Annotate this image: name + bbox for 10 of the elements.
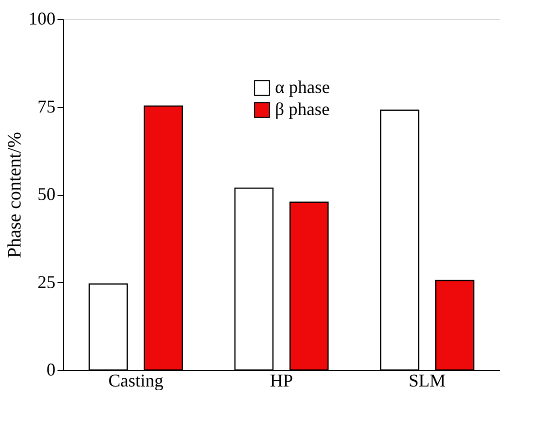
legend-label: β phase: [275, 99, 330, 119]
y-tick-label: 50: [38, 184, 56, 204]
y-axis-title: Phase content/%: [4, 132, 26, 258]
y-tick-label: 100: [28, 8, 56, 28]
x-tick-label: SLM: [408, 370, 446, 390]
legend-label: α phase: [275, 77, 330, 97]
x-tick-label: HP: [270, 370, 294, 390]
y-tick-label: 0: [46, 360, 56, 380]
y-tick-label: 75: [38, 96, 56, 116]
y-tick-label: 25: [38, 272, 56, 292]
